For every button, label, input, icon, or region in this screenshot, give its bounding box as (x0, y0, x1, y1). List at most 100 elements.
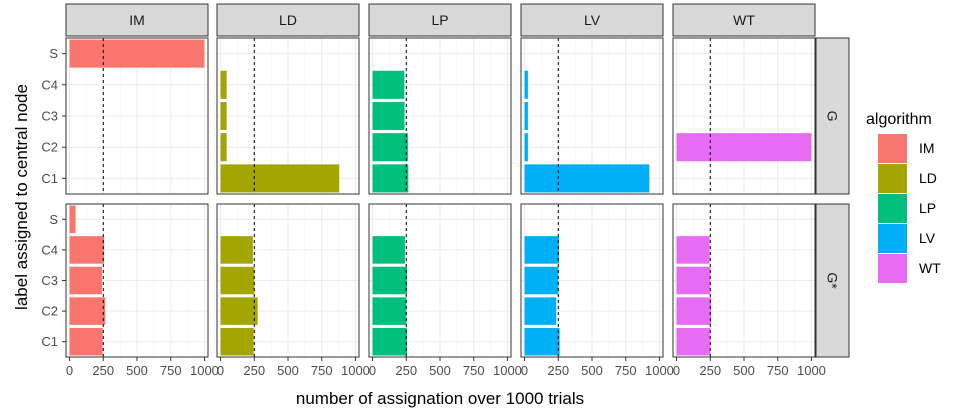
x-tick-label-lp-500: 500 (429, 363, 451, 378)
y-tick-label-g-c1: C1 (41, 171, 58, 186)
col-strip-label-lv: LV (584, 12, 601, 28)
col-strip-ld: LD (216, 3, 360, 37)
panel-g-star-im (65, 203, 209, 358)
x-tick-label-lp-250: 250 (395, 363, 417, 378)
bar-g-star-im-c4 (69, 236, 104, 264)
panel-g-lv (520, 37, 664, 195)
panel-g-im (65, 37, 209, 195)
legend: algorithm IM LD LP LV WT (866, 111, 941, 283)
bar-g-star-lp-c4 (372, 236, 405, 264)
legend-item-lp: LP (878, 194, 936, 223)
col-strip-label-lp: LP (431, 12, 448, 28)
legend-item-im: IM (878, 134, 935, 163)
bar-g-wt-c2 (676, 133, 812, 162)
bar-g-im-s (69, 39, 205, 68)
y-tick-label-g-star-c4: C4 (41, 242, 58, 257)
legend-swatch-lv (878, 224, 907, 253)
x-axis-title: number of assignation over 1000 trials (296, 389, 584, 408)
bar-g-star-im-s (69, 205, 76, 234)
y-tick-label-g-star-c3: C3 (41, 273, 58, 288)
bar-g-star-lp-c1 (372, 327, 407, 356)
x-tick-label-lv-250: 250 (547, 363, 569, 378)
bar-g-star-im-c2 (69, 297, 106, 325)
x-tick-label-im-0: 0 (66, 363, 73, 378)
bar-g-star-ld-c1 (220, 327, 254, 356)
bar-g-lv-c1 (524, 164, 650, 193)
x-tick-label-lv-0: 0 (521, 363, 528, 378)
x-tick-label-lv-500: 500 (581, 363, 603, 378)
bar-g-star-ld-c4 (220, 236, 253, 264)
panels-layer: IM LD LP LV WT (65, 3, 816, 358)
panel-g-star-lv (520, 203, 664, 358)
x-tick-label-ld-0: 0 (217, 363, 224, 378)
bar-g-lp-c2 (372, 133, 408, 162)
x-tick-label-im-250: 250 (92, 363, 114, 378)
legend-item-wt: WT (878, 254, 941, 283)
col-strip-lp: LP (368, 3, 512, 37)
legend-label-lp: LP (919, 200, 936, 216)
panel-g-ld (216, 37, 360, 195)
panel-g-star-ld (216, 203, 360, 358)
col-strip-label-im: IM (129, 12, 145, 28)
x-tick-label-wt-0: 0 (673, 363, 680, 378)
legend-swatch-wt (878, 254, 907, 283)
y-tick-label-g-star-s: S (49, 212, 58, 227)
panel-g-wt (672, 37, 816, 195)
legend-swatch-ld (878, 164, 907, 193)
x-tick-label-im-750: 750 (160, 363, 182, 378)
bar-g-ld-c3 (220, 101, 227, 131)
y-axis-title: label assigned to central node (12, 84, 31, 310)
x-tick-label-lv-750: 750 (615, 363, 637, 378)
x-tick-label-ld-500: 500 (277, 363, 299, 378)
bar-g-star-ld-c3 (220, 266, 255, 295)
bar-g-star-lv-c2 (524, 297, 557, 325)
x-tick-label-lp-750: 750 (463, 363, 485, 378)
y-tick-label-g-c4: C4 (41, 77, 58, 92)
y-tick-label-g-star-c1: C1 (41, 334, 58, 349)
panel-border (520, 37, 664, 195)
y-tick-label-g-c2: C2 (41, 140, 58, 155)
legend-item-ld: LD (878, 164, 937, 193)
col-strip-lv: LV (520, 3, 664, 37)
panel-g-star-wt (672, 203, 816, 358)
row-strip-label-G-star: G* (825, 272, 841, 289)
x-tick-label-wt-1000: 1000 (797, 363, 826, 378)
bar-g-star-lv-c4 (524, 236, 559, 264)
bar-g-lv-c2 (524, 133, 528, 162)
legend-label-lv: LV (919, 230, 936, 246)
bar-g-lp-c4 (372, 70, 405, 99)
y-tick-label-g-star-c2: C2 (41, 304, 58, 319)
y-tick-label-g-c3: C3 (41, 109, 58, 124)
legend-title: algorithm (866, 111, 932, 128)
col-strip-label-wt: WT (733, 12, 755, 28)
x-tick-label-wt-250: 250 (699, 363, 721, 378)
col-strip-im: IM (65, 3, 209, 37)
bar-g-star-wt-c4 (676, 236, 710, 264)
x-tick-label-im-500: 500 (126, 363, 148, 378)
bar-g-star-im-c1 (69, 327, 103, 356)
x-tick-label-lp-1000: 1000 (493, 363, 522, 378)
legend-swatch-lp (878, 194, 907, 223)
panel-border (672, 37, 816, 195)
bar-g-star-lp-c3 (372, 266, 407, 295)
bar-g-ld-c4 (220, 70, 227, 99)
bar-g-star-lv-c1 (524, 327, 560, 356)
x-tick-label-lp-0: 0 (369, 363, 376, 378)
legend-label-im: IM (919, 140, 935, 156)
legend-label-ld: LD (919, 170, 937, 186)
x-tick-label-ld-1000: 1000 (341, 363, 370, 378)
row-strip-G-star: G* (815, 203, 850, 358)
panel-g-lp (368, 37, 512, 195)
y-axis: C1 C2 C3 C4 S C1 C2 C3 C4 S (41, 46, 66, 349)
bar-g-star-ld-c2 (220, 297, 258, 325)
x-tick-label-ld-750: 750 (311, 363, 333, 378)
legend-swatch-im (878, 134, 907, 163)
bar-g-ld-c1 (220, 164, 340, 193)
x-tick-label-lv-1000: 1000 (645, 363, 674, 378)
bar-g-star-lv-c3 (524, 266, 559, 295)
panel-g-star-lp (368, 203, 512, 358)
x-tick-label-wt-500: 500 (733, 363, 755, 378)
row-strip-G: G (815, 37, 850, 195)
legend-label-wt: WT (919, 260, 941, 276)
